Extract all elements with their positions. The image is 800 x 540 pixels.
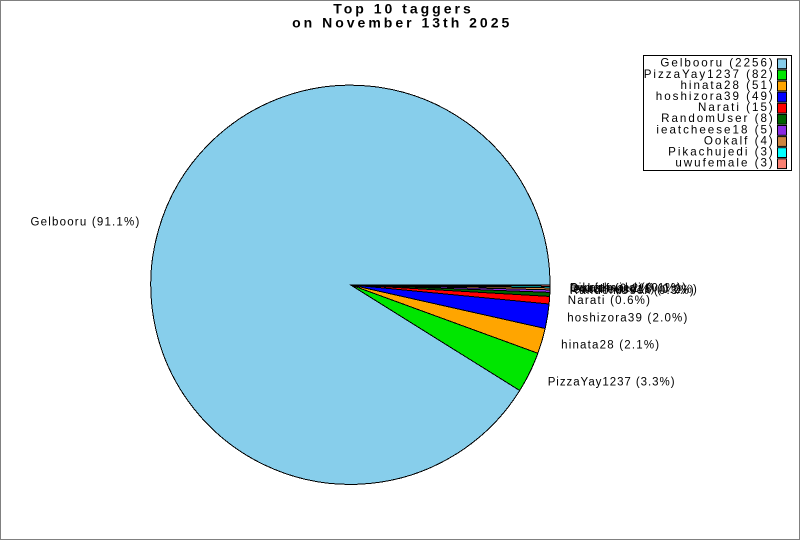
svg-text:Narati (0.6%): Narati (0.6%) [568,295,651,307]
svg-text:Pikachujedi (3): Pikachujedi (3) [668,146,775,159]
svg-text:Pikachujedi (0.1%): Pikachujedi (0.1%) [570,282,687,294]
svg-text:Narati (15): Narati (15) [698,101,775,114]
svg-text:PizzaYay1237 (82): PizzaYay1237 (82) [644,68,775,81]
svg-text:ieatcheese18 (5): ieatcheese18 (5) [656,123,774,136]
svg-text:uwufemale (0.1%): uwufemale (0.1%) [570,282,682,294]
svg-text:on November 13th 2025: on November 13th 2025 [292,14,512,30]
svg-text:Ookalf (4): Ookalf (4) [704,134,775,147]
svg-text:hinata28 (2.1%): hinata28 (2.1%) [561,340,660,352]
svg-text:Gelbooru (2256): Gelbooru (2256) [660,57,774,70]
svg-text:RandomUser (8): RandomUser (8) [661,112,775,125]
svg-text:hoshizora39 (49): hoshizora39 (49) [656,90,775,103]
svg-text:uwufemale (3): uwufemale (3) [675,157,774,170]
svg-text:Ookalf (0.2%): Ookalf (0.2%) [570,283,656,295]
svg-text:PizzaYay1237 (3.3%): PizzaYay1237 (3.3%) [548,377,676,389]
svg-text:Gelbooru (91.1%): Gelbooru (91.1%) [31,216,141,228]
svg-text:hinata28 (51): hinata28 (51) [680,79,774,92]
svg-text:hoshizora39 (2.0%): hoshizora39 (2.0%) [567,313,688,325]
svg-text:ieatcheese18 (0.2%): ieatcheese18 (0.2%) [570,284,698,296]
svg-text:Top 10 taggers: Top 10 taggers [333,1,474,17]
svg-text:RandomUser (0.3%): RandomUser (0.3%) [570,285,695,297]
